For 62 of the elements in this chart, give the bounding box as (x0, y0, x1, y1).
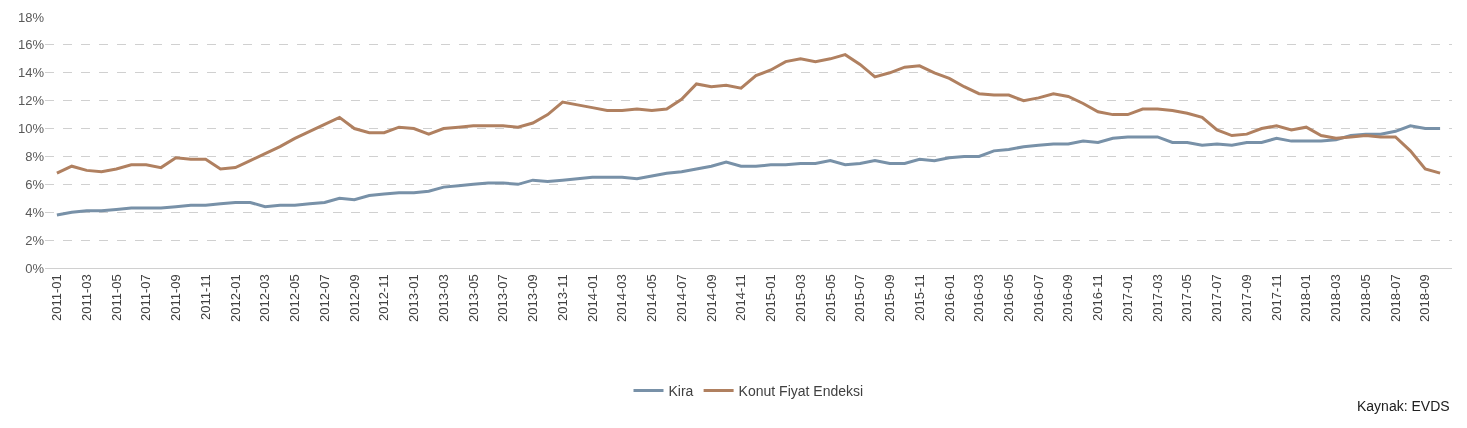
x-tick-label: 2011-05 (108, 274, 124, 321)
y-tick-label: 0% (25, 260, 45, 276)
x-tick-label: 2018-05 (1357, 274, 1373, 322)
x-tick-label: 2016-11 (1090, 274, 1106, 321)
x-tick-label: 2016-05 (1001, 274, 1017, 322)
x-tick-label: 2012-03 (257, 274, 273, 322)
y-tick-label: 12% (17, 93, 45, 109)
x-tick-label: 2011-11 (197, 274, 213, 320)
x-tick-label: 2014-11 (733, 274, 749, 321)
x-tick-label: 2013-01 (406, 274, 422, 322)
x-tick-label: 2013-11 (554, 274, 570, 321)
x-tick-label: 2015-05 (822, 274, 838, 322)
y-tick-label: 10% (17, 121, 45, 137)
x-tick-label: 2011-03 (78, 274, 94, 321)
x-tick-label: 2018-03 (1328, 274, 1344, 322)
x-tick-label: 2015-01 (763, 274, 779, 322)
x-tick-label: 2016-03 (971, 274, 987, 322)
x-tick-label: 2016-09 (1060, 274, 1076, 322)
x-tick-label: 2017-07 (1209, 274, 1225, 322)
x-tick-label: 2012-11 (376, 274, 392, 321)
y-tick-label: 16% (17, 37, 45, 53)
x-tick-label: 2013-09 (525, 274, 541, 322)
text: Kaynak: EVDS (1357, 398, 1450, 414)
y-tick-label: 14% (17, 65, 45, 81)
legend-label: Kira (668, 383, 694, 400)
x-tick-label: 2011-09 (168, 274, 184, 321)
x-tick-label: 2012-07 (316, 274, 332, 322)
x-tick-label: 2012-09 (346, 274, 362, 322)
x-tick-label: 2012-01 (227, 274, 243, 322)
x-tick-label: 2017-09 (1238, 274, 1254, 322)
y-tick-label: 8% (25, 148, 45, 164)
x-tick-label: 2014-07 (673, 274, 689, 322)
x-tick-label: 2015-09 (882, 274, 898, 322)
y-tick-label: 4% (25, 204, 45, 220)
x-tick-label: 2013-05 (465, 274, 481, 322)
x-tick-label: 2017-11 (1268, 274, 1284, 321)
x-tick-label: 2018-01 (1298, 274, 1314, 322)
x-tick-label: 2017-05 (1179, 274, 1195, 322)
y-tick-label: 2% (25, 232, 45, 248)
x-tick-label: 2011-07 (138, 274, 154, 321)
x-tick-label: 2013-03 (435, 274, 451, 322)
x-tick-label: 2017-01 (1119, 274, 1135, 322)
y-tick-label: 18% (17, 9, 45, 25)
x-tick-label: 2011-01 (49, 274, 65, 321)
x-tick-label: 2015-03 (792, 274, 808, 322)
x-tick-label: 2014-09 (703, 274, 719, 322)
line-series (55, 124, 1442, 217)
x-tick-label: 2014-05 (644, 274, 660, 322)
x-tick-label: 2018-09 (1417, 274, 1433, 322)
x-tick-label: 2015-11 (911, 274, 927, 321)
y-tick-label: 6% (25, 176, 45, 192)
x-tick-label: 2016-07 (1030, 274, 1046, 322)
x-tick-label: 2014-01 (584, 274, 600, 322)
x-tick-label: 2015-07 (852, 274, 868, 322)
x-tick-label: 2017-03 (1149, 274, 1165, 322)
x-tick-label: 2012-05 (287, 274, 303, 322)
legend-label: Konut Fiyat Endeksi (738, 383, 864, 400)
x-tick-label: 2014-03 (614, 274, 630, 322)
x-tick-label: 2016-01 (941, 274, 957, 322)
line-series (55, 53, 1442, 175)
x-tick-label: 2018-07 (1387, 274, 1403, 322)
x-tick-label: 2013-07 (495, 274, 511, 322)
